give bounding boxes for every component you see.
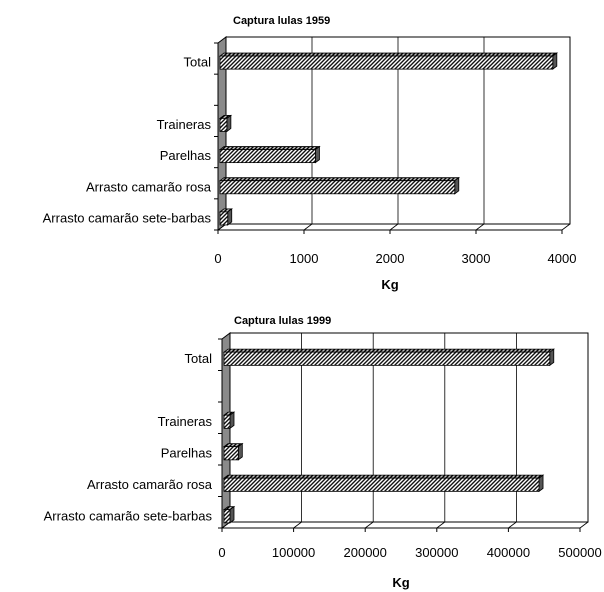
category-label: Total <box>184 55 212 70</box>
x-tick-label: 0 <box>214 251 221 266</box>
x-tick-label: 100000 <box>272 545 315 560</box>
floor-line <box>561 223 571 231</box>
x-axis-label: Kg <box>381 277 398 292</box>
category-label: Arrasto camarão rosa <box>87 477 213 492</box>
bar <box>222 411 236 430</box>
floor-line <box>364 521 374 529</box>
bar <box>218 52 559 70</box>
category-label: Parelhas <box>160 148 212 163</box>
x-tick-label: 3000 <box>462 251 491 266</box>
bar <box>218 208 233 226</box>
x-tick-label: 300000 <box>415 545 458 560</box>
floor-line <box>303 223 313 231</box>
x-tick-label: 0 <box>218 545 225 560</box>
category-label: Traineras <box>158 414 213 429</box>
bar <box>222 505 236 524</box>
x-tick-label: 4000 <box>548 251 577 266</box>
category-label: Arrasto camarão sete-barbas <box>43 210 212 225</box>
bar <box>222 474 545 493</box>
category-label: Arrasto camarão rosa <box>86 179 212 194</box>
floor-line <box>579 521 589 529</box>
bar <box>218 114 233 133</box>
x-axis-label: Kg <box>392 575 409 590</box>
x-tick-label: 500000 <box>558 545 601 560</box>
floor-line <box>389 223 399 231</box>
category-label: Arrasto camarão sete-barbas <box>44 508 213 523</box>
chart-title: Captura lulas 1959 <box>233 15 330 27</box>
bar <box>218 145 321 164</box>
x-tick-label: 200000 <box>344 545 387 560</box>
category-label: Parelhas <box>161 445 213 460</box>
chart-title: Captura lulas 1999 <box>234 315 331 327</box>
chart-1: Captura lulas 1959 Total Traineras Parelhas… <box>43 15 577 292</box>
category-label: Total <box>185 351 213 366</box>
bar <box>222 442 244 461</box>
floor-line <box>436 521 446 529</box>
x-tick-label: 1000 <box>290 251 319 266</box>
floor-line <box>293 521 302 529</box>
bar <box>218 176 460 195</box>
floor-line <box>475 223 485 231</box>
category-label: Traineras <box>157 117 212 132</box>
x-tick-label: 2000 <box>376 251 405 266</box>
bar <box>222 348 555 367</box>
floor-line <box>508 521 517 529</box>
x-tick-label: 400000 <box>487 545 530 560</box>
chart-2: Captura lulas 1999 Total Traineras Parelhas… <box>44 315 602 590</box>
